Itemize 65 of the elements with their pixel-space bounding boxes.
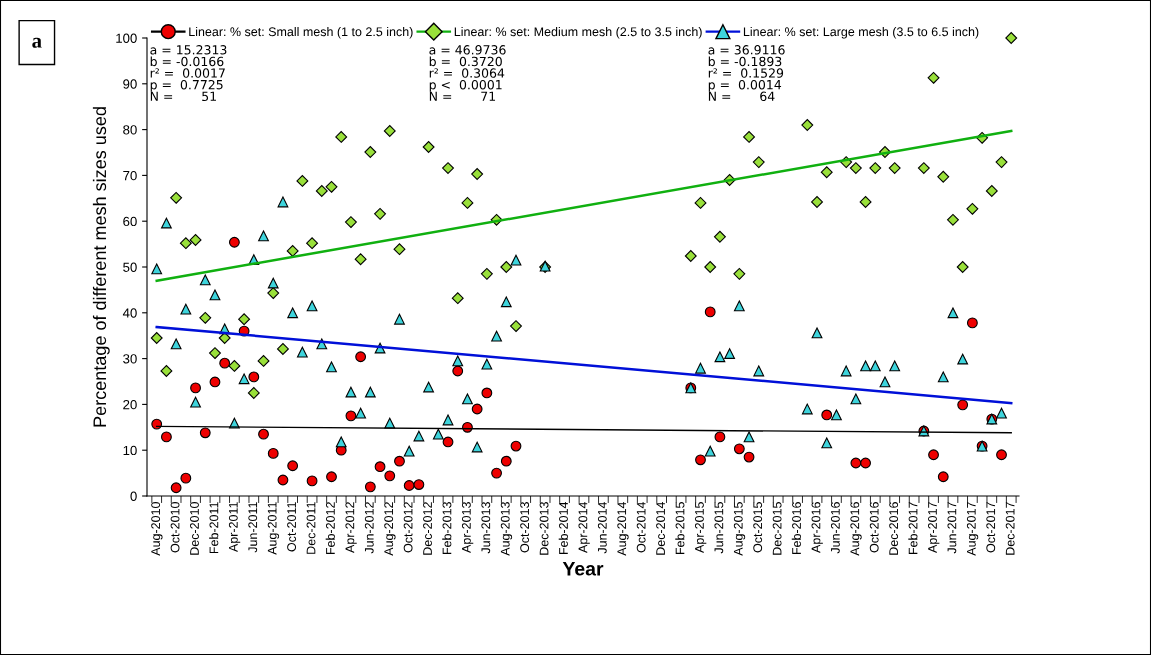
y-tick-label: 0 bbox=[130, 491, 137, 501]
x-tick-label: Aug-2016 bbox=[850, 502, 862, 556]
x-tick-label: Oct-2011 bbox=[287, 502, 297, 552]
x-tick-label: Dec-2016 bbox=[889, 502, 899, 555]
x-tick-label: Oct-2016 bbox=[869, 502, 879, 553]
y-tick-label: 80 bbox=[123, 125, 137, 135]
x-tick-label: Oct-2014 bbox=[636, 501, 646, 553]
x-tick-label: Aug-2017 bbox=[966, 502, 979, 556]
x-tick-label: Jun-2012 bbox=[364, 502, 374, 554]
annotation: a = 36.9116 b = -0.1893 r² = 0.1529 p = 0.0014 N = 64 bbox=[708, 45, 785, 102]
x-tick-label: Oct-2017 bbox=[986, 502, 996, 553]
annotation: a = 15.2313 b = -0.0166 r² = 0.0017 p = 0.7725 N = 51 bbox=[150, 45, 227, 102]
y-tick-label: 10 bbox=[123, 445, 137, 456]
x-tick-label: Dec-2015 bbox=[772, 502, 782, 555]
y-tick-label: 90 bbox=[123, 79, 137, 89]
x-tick-label: Feb-2015 bbox=[675, 502, 685, 555]
x-tick-label: Feb-2012 bbox=[325, 502, 335, 555]
x-tick-label: Dec-2017 bbox=[1005, 502, 1015, 555]
x-tick-label: Jun-2016 bbox=[830, 502, 840, 554]
x-tick-label: Apr-2013 bbox=[461, 502, 474, 553]
x-tick-label: Aug-2012 bbox=[384, 502, 396, 556]
x-tick-label: Dec-2013 bbox=[539, 502, 549, 555]
x-axis-title: Year bbox=[562, 562, 604, 576]
text: a bbox=[32, 37, 42, 48]
x-tick-label: Jun-2017 bbox=[947, 502, 957, 554]
x-tick-label: Apr-2014 bbox=[578, 501, 590, 553]
y-tick-label: 100 bbox=[116, 33, 137, 43]
y-tick-label: 50 bbox=[123, 262, 137, 272]
legend-label: Linear: % set: Large mesh (3.5 to 6.5 inch) bbox=[743, 26, 979, 39]
legend-label: Linear: % set: Small mesh (1 to 2.5 inch) bbox=[189, 26, 413, 39]
x-tick-label: Aug-2015 bbox=[733, 502, 746, 556]
x-tick-label: Aug-2014 bbox=[617, 501, 629, 556]
x-tick-label: Feb-2014 bbox=[558, 501, 568, 555]
x-tick-label: Apr-2011 bbox=[228, 502, 241, 553]
x-tick-label: Dec-2014 bbox=[656, 501, 666, 555]
x-tick-label: Dec-2010 bbox=[190, 502, 199, 555]
x-tick-label: Oct-2015 bbox=[753, 502, 763, 553]
y-axis-title: Percentage of different mesh sizes used bbox=[92, 107, 110, 427]
x-tick-label: Feb-2016 bbox=[791, 502, 801, 555]
x-tick-label: Apr-2017 bbox=[928, 502, 940, 553]
x-tick-label: Jun-2011 bbox=[248, 502, 258, 553]
x-tick-label: Dec-2011 bbox=[306, 502, 316, 554]
x-tick-label: Jun-2013 bbox=[481, 502, 491, 554]
x-tick-label: Aug-2010 bbox=[151, 502, 163, 556]
annotation: a = 46.9736 b = 0.3720 r² = 0.3064 p < 0.0001 N = 71 bbox=[429, 45, 506, 101]
y-tick-label: 40 bbox=[122, 308, 137, 318]
x-tick-label: Apr-2015 bbox=[695, 502, 707, 553]
x-tick-label: Oct-2013 bbox=[520, 502, 530, 553]
y-tick-label: 30 bbox=[123, 354, 137, 364]
x-tick-label: Aug-2013 bbox=[500, 502, 513, 556]
x-tick-label: Feb-2017 bbox=[908, 502, 918, 555]
y-tick-label: 20 bbox=[123, 399, 137, 410]
x-tick-label: Jun-2015 bbox=[714, 502, 724, 554]
x-tick-label: Apr-2016 bbox=[811, 502, 823, 553]
y-tick-label: 60 bbox=[123, 216, 137, 227]
x-tick-label: Feb-2013 bbox=[442, 502, 452, 555]
x-tick-label: Jun-2014 bbox=[597, 501, 607, 554]
x-tick-label: Oct-2010 bbox=[170, 502, 180, 553]
x-tick-label: Feb-2011 bbox=[209, 502, 219, 554]
x-tick-label: Apr-2012 bbox=[345, 502, 357, 553]
x-tick-label: Oct-2012 bbox=[403, 502, 413, 553]
x-tick-label: Dec-2012 bbox=[423, 502, 432, 555]
x-tick-label: Aug-2011 bbox=[267, 502, 280, 555]
y-tick-label: 70 bbox=[123, 170, 137, 181]
legend-label: Linear: % set: Medium mesh (2.5 to 3.5 inch) bbox=[454, 26, 702, 39]
